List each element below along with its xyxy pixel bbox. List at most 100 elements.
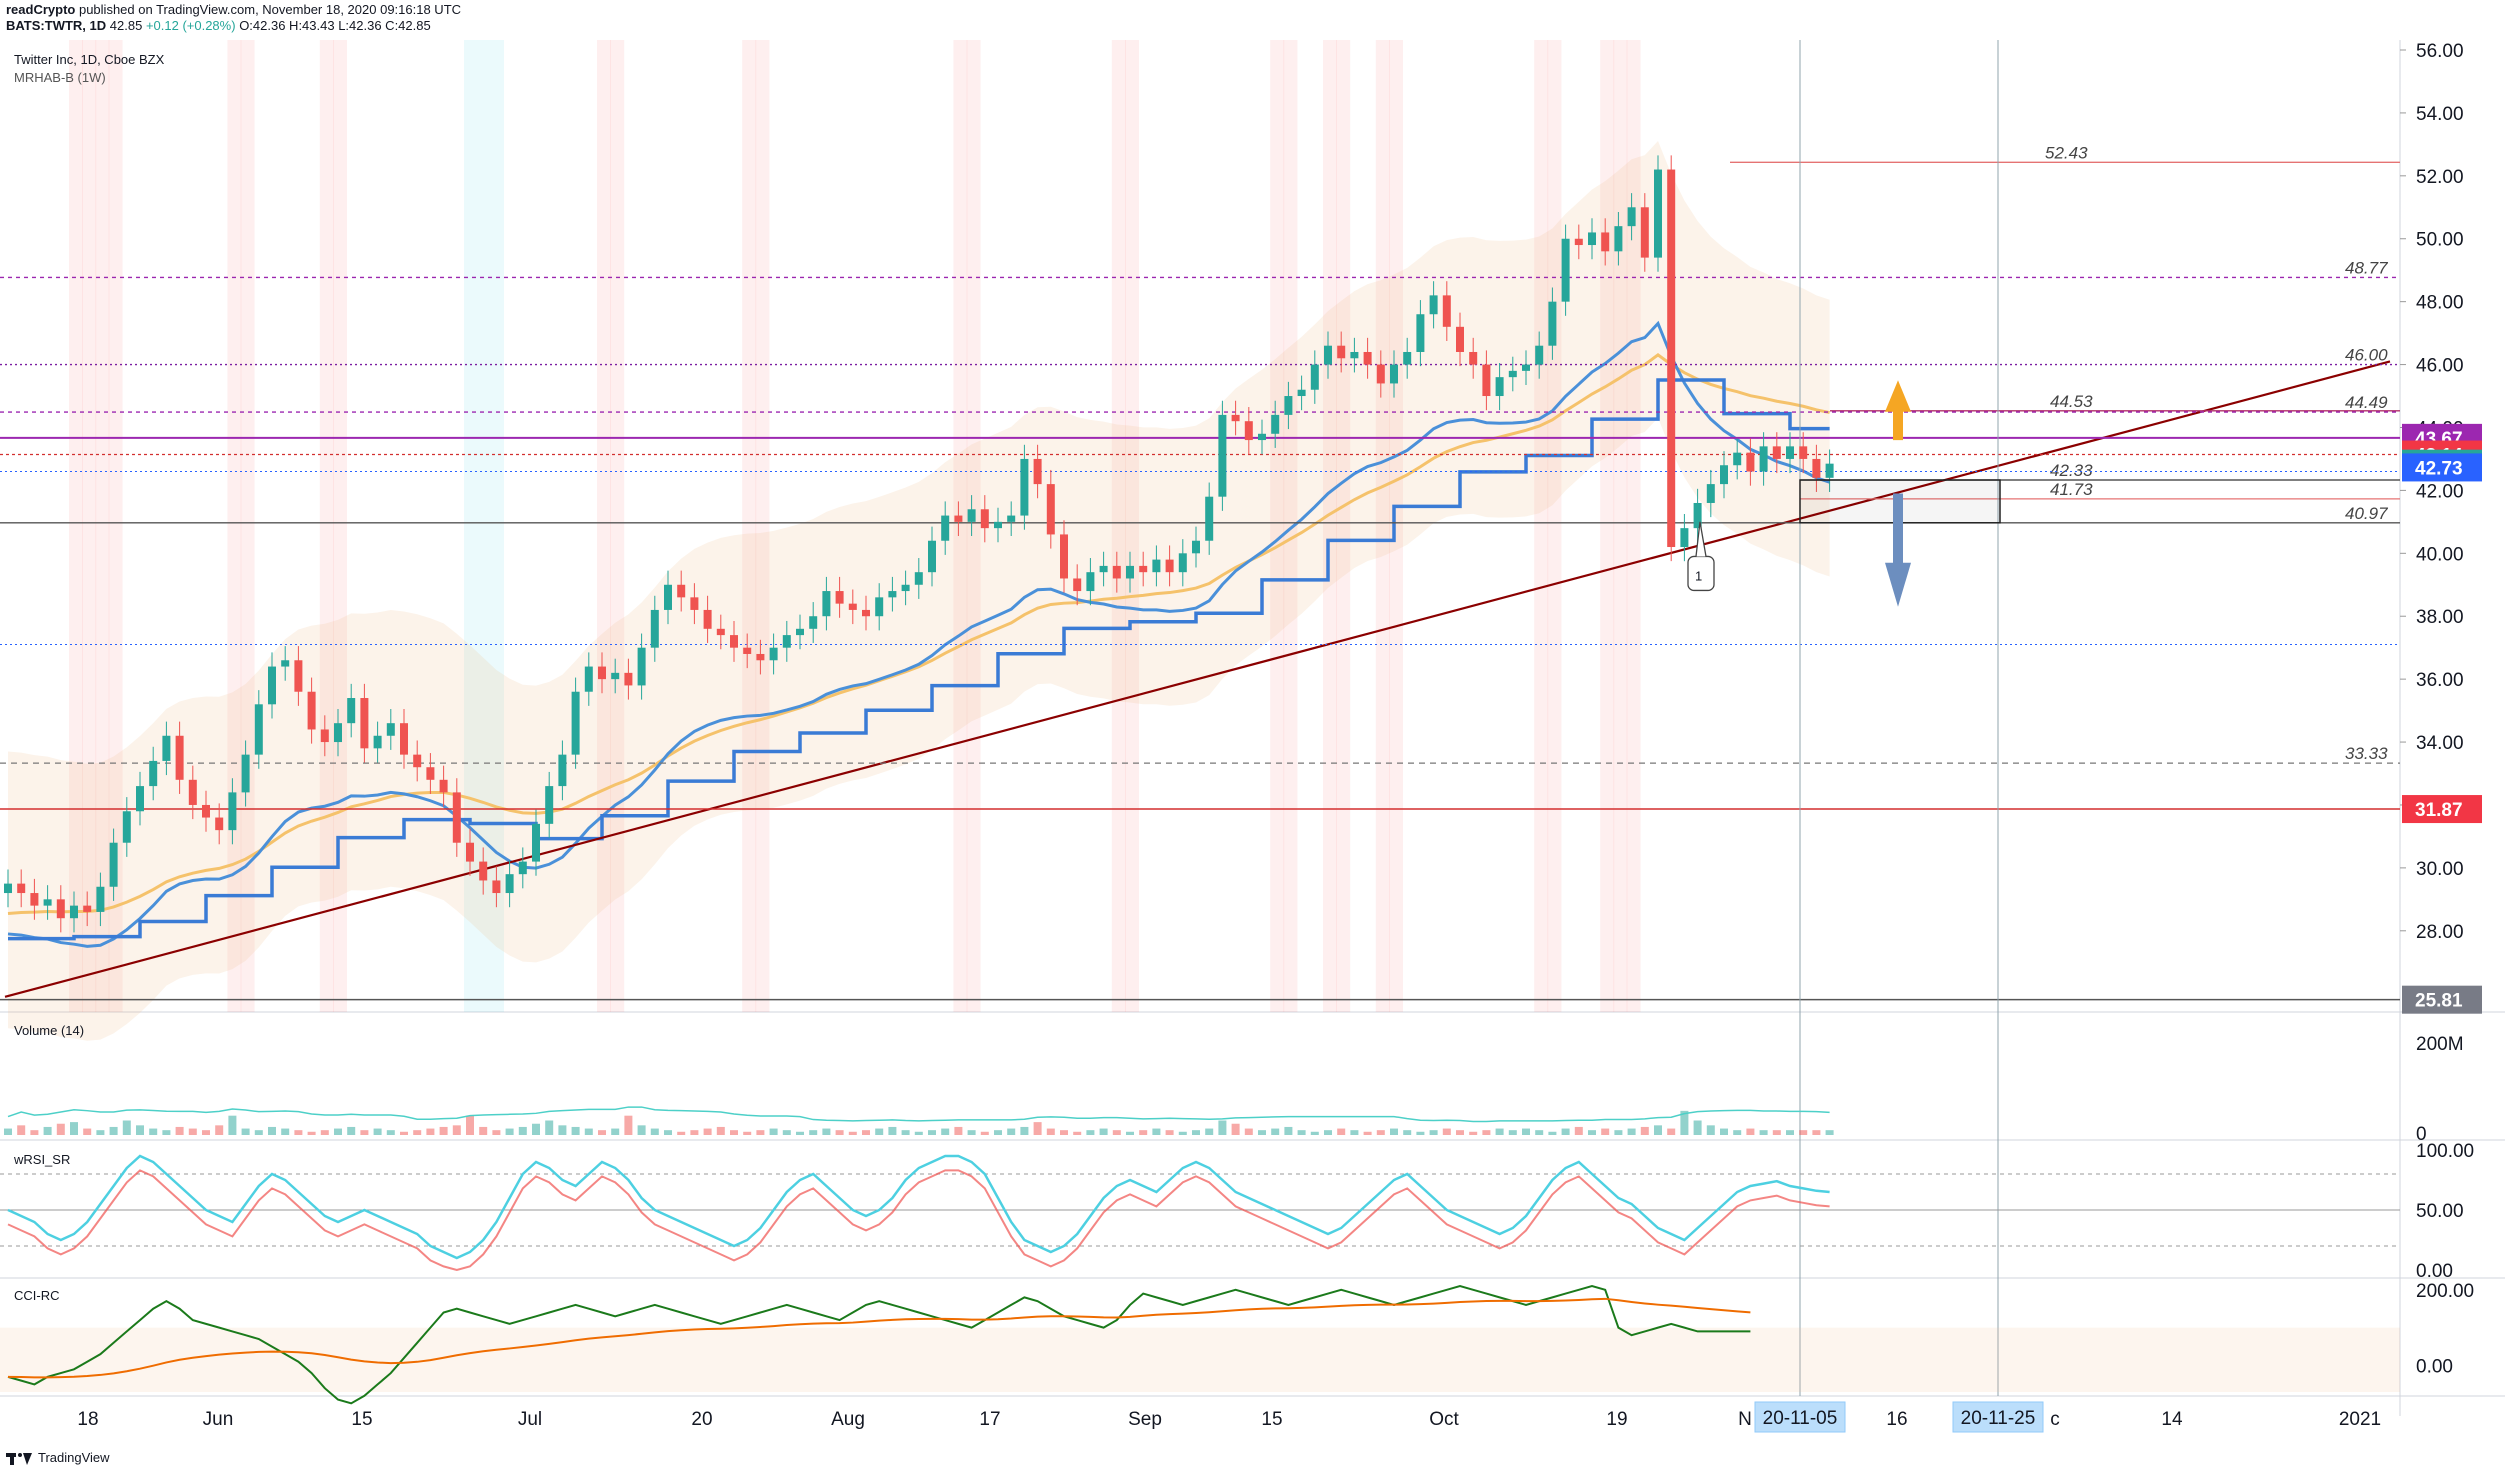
candle-body [1588,232,1596,246]
volume-bar [1482,1130,1491,1135]
candle-body [914,572,923,585]
volume-bar [914,1131,923,1135]
event-stripe [610,40,625,1012]
price-tick-label: 52.00 [2416,167,2464,188]
candle-body [703,609,712,629]
volume-bar [4,1128,12,1135]
volume-bar [413,1130,422,1135]
volume-bar [1812,1130,1821,1135]
fast-ema-line [7,320,1831,948]
volume-bar [175,1126,184,1135]
candle-body [1231,414,1240,422]
volume-bar [452,1125,461,1135]
volume-bar [1614,1130,1623,1135]
volume-bar [1390,1128,1398,1135]
candle-body [1416,314,1425,352]
volume-bar [1350,1130,1359,1135]
volume-bar [1139,1130,1148,1135]
volume-bar [1508,1130,1517,1135]
candle-body [307,691,316,730]
tradingview-logo-icon [6,1451,32,1465]
time-axis-label: 17 [979,1409,1000,1430]
event-stripe [1613,40,1628,1012]
candle-body [782,635,791,648]
level-label: 40.97 [2345,504,2388,523]
candle-body [1508,370,1517,378]
candle-body [452,792,461,843]
volume-bar [268,1126,276,1135]
price-tick-label: 56.00 [2416,41,2464,62]
volume-bar [690,1130,699,1135]
volume-bar [782,1130,791,1135]
volume-bar [1469,1131,1478,1135]
volume-bar [1126,1131,1134,1135]
candle-body [611,672,620,680]
candle-body [1680,528,1689,548]
volume-bar [1046,1128,1055,1135]
candle-body [1192,540,1200,554]
candle-body [769,647,778,661]
volume-bar [1746,1128,1755,1135]
volume-bar [1693,1120,1702,1135]
candle-body [43,899,52,906]
volume-bar [1522,1128,1530,1135]
volume-axis-0: 0 [2416,1124,2427,1145]
volume-bar [796,1131,804,1135]
event-stripe [966,40,981,1012]
time-axis-label: N [1738,1409,1752,1430]
volume-bar [518,1126,527,1135]
time-axis-label: 15 [1261,1409,1282,1430]
candle-body [254,704,263,755]
candle-body [96,886,105,912]
volume-bar [584,1128,593,1135]
volume-bar [888,1126,897,1135]
volume-bar [241,1128,250,1135]
candle-body [426,767,435,780]
candle-body [30,893,39,906]
price-tick-label: 34.00 [2416,733,2464,754]
volume-bar [1258,1130,1266,1135]
candle-body [1601,232,1610,252]
cci-pane: 200.00 0.00 [0,1281,2474,1405]
volume-bar [1535,1130,1544,1135]
volume-bar [1654,1125,1662,1135]
volume-bar [188,1128,197,1135]
wrsi-pane: 100.00 50.00 0.00 [0,1141,2474,1282]
price-badge [2402,985,2482,1014]
candle-body [1099,565,1108,573]
volume-bar [466,1115,474,1135]
candle-body [1667,169,1676,548]
candle-body [1073,578,1082,592]
volume-bar [875,1128,884,1135]
event-stripe [1270,40,1285,1012]
candle-body [809,616,818,629]
candle-body [1258,433,1266,441]
candle-body [928,540,936,573]
volume-bar [136,1125,144,1135]
volume-bar [149,1128,158,1135]
price-tick-label: 48.00 [2416,293,2464,314]
candle-body [1007,515,1016,522]
candle-body [136,786,144,812]
price-change: +0.12 (+0.28%) [145,18,236,33]
price-tick-label: 36.00 [2416,670,2464,691]
volume-bar [1825,1130,1834,1135]
author-name[interactable]: readCrypto [6,2,76,17]
event-stripe [1600,40,1615,1012]
candle-body [1310,364,1319,390]
candle-body [188,779,197,805]
volume-bar [1178,1131,1187,1135]
volume-bar [1112,1130,1121,1135]
annotation-label: 1 [1695,568,1702,583]
candle-body [1271,414,1280,434]
candle-body [677,584,686,598]
volume-bar [1244,1128,1253,1135]
publish-line: readCrypto published on TradingView.com,… [6,2,461,17]
cci-legend: CCI-RC [14,1288,60,1303]
candle-body [1086,572,1095,592]
candle-body [967,509,976,522]
candle-body [1376,364,1385,384]
volume-bar [1231,1123,1240,1135]
candle-body [941,515,950,541]
